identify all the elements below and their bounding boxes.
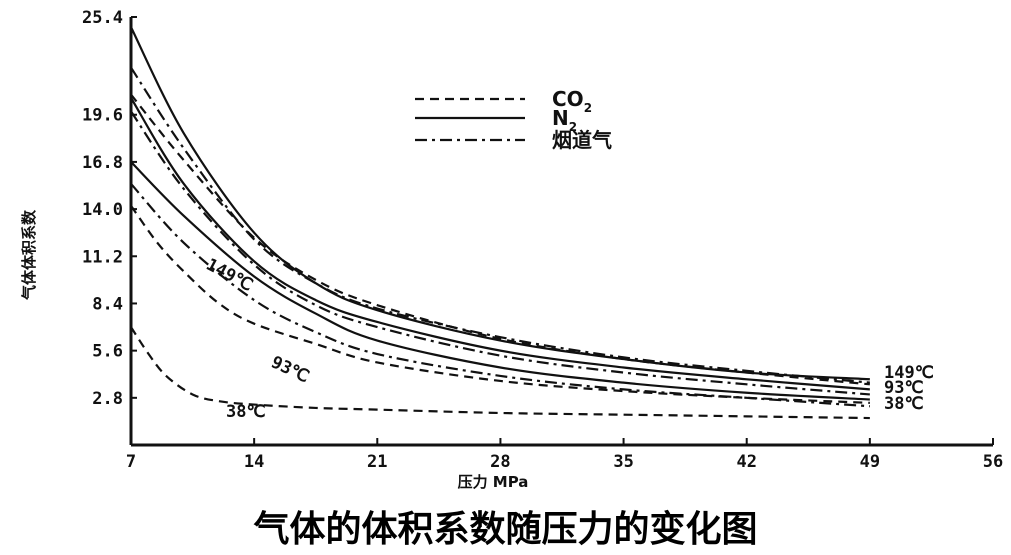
y-tick-label: 25.4 [82, 8, 123, 28]
series-line-烟道气-38c [130, 183, 870, 408]
x-axis-label: 压力 MPa [458, 473, 529, 491]
x-tick-label: 56 [983, 452, 1003, 472]
y-tick-label: 2.8 [92, 389, 123, 409]
temp-label-right: 38℃ [884, 394, 924, 414]
legend-label: N2 [552, 106, 577, 134]
legend-label: CO2 [552, 87, 592, 115]
x-tick-label: 7 [126, 452, 136, 472]
temp-label-right: 149℃ [884, 363, 934, 383]
chart-svg: 7 14 21 28 35 42 49 56 25.4 19.6 16.8 14.0 11.2 8.4 5.… [20, 8, 1003, 491]
series-line-n2-93c [130, 97, 870, 391]
axes [129, 17, 993, 447]
y-tick-label: 19.6 [82, 106, 123, 126]
temp-label-left: 38℃ [226, 402, 266, 422]
x-tick-label: 28 [490, 452, 510, 472]
legend-label: 烟道气 [552, 128, 612, 152]
temp-label-right: 93℃ [884, 378, 924, 398]
y-tick-label: 8.4 [92, 294, 123, 314]
y-tick-label: 5.6 [92, 342, 123, 362]
series-line-co2-38c [130, 326, 870, 420]
tick-labels: 7 14 21 28 35 42 49 56 25.4 19.6 16.8 14.0 11.2 8.4 5.… [82, 8, 1003, 472]
x-tick-label: 35 [613, 452, 633, 472]
series-lines [130, 26, 870, 420]
y-tick-label: 16.8 [82, 153, 123, 173]
series-line-co2-149c [130, 93, 870, 386]
temp-label-left: 149℃ [203, 255, 256, 296]
temp-label-left: 93℃ [268, 352, 312, 387]
y-axis-label: 气体体积系数 [20, 209, 38, 301]
x-tick-label: 21 [367, 452, 387, 472]
series-line-烟道气-93c [130, 110, 870, 396]
figure-caption: 气体的体积系数随压力的变化图 [253, 509, 758, 550]
y-tick-label: 11.2 [82, 247, 123, 267]
x-tick-label: 14 [244, 452, 264, 472]
x-tick-label: 42 [736, 452, 756, 472]
x-tick-label: 49 [860, 452, 880, 472]
series-line-烟道气-149c [130, 66, 870, 384]
y-tick-label: 14.0 [82, 200, 123, 220]
series-line-n2-38c [130, 161, 870, 401]
series-line-n2-149c [130, 26, 870, 381]
